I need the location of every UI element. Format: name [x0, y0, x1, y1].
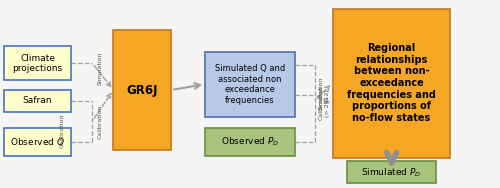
- Text: Calibration: Calibration: [60, 114, 64, 148]
- FancyBboxPatch shape: [333, 9, 450, 158]
- Text: Simulation: Simulation: [98, 52, 102, 85]
- FancyBboxPatch shape: [205, 128, 295, 155]
- Text: Calibration
(> 2012): Calibration (> 2012): [319, 86, 330, 120]
- Text: Climate
projections: Climate projections: [12, 54, 62, 73]
- Text: Calibration: Calibration: [98, 105, 102, 139]
- Text: Regional
relationships
between non-
exceedance
frequencies and
proportions of
no: Regional relationships between non- exce…: [347, 43, 436, 123]
- Text: GR6J: GR6J: [126, 83, 158, 96]
- Text: Observed $P_D$: Observed $P_D$: [221, 135, 279, 148]
- FancyBboxPatch shape: [205, 52, 295, 117]
- Text: Simulated $P_D$: Simulated $P_D$: [362, 166, 422, 179]
- FancyBboxPatch shape: [4, 128, 71, 155]
- FancyBboxPatch shape: [114, 30, 171, 150]
- FancyBboxPatch shape: [346, 161, 436, 183]
- FancyBboxPatch shape: [4, 46, 71, 80]
- Text: Simulation: Simulation: [319, 76, 324, 110]
- Text: Safran: Safran: [23, 96, 52, 105]
- Text: Observed $Q$: Observed $Q$: [10, 136, 65, 148]
- FancyBboxPatch shape: [4, 90, 71, 112]
- Text: Simulated Q and
associated non
exceedance
frequencies: Simulated Q and associated non exceedanc…: [215, 64, 285, 105]
